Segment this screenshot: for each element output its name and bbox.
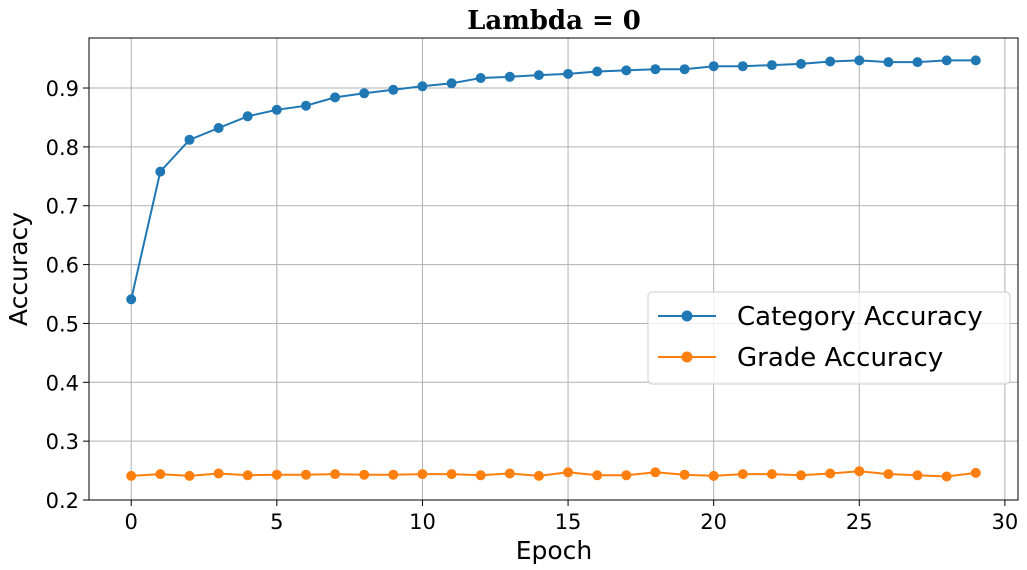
y-tick-label: 0.3 <box>46 430 79 454</box>
data-point-grade-accuracy <box>912 470 923 481</box>
data-point-grade-accuracy <box>126 470 137 481</box>
data-point-category-accuracy <box>912 57 923 68</box>
data-point-category-accuracy <box>388 84 399 95</box>
ticks: 0 5 10 15 20 25 30 0.2 0.3 0.4 0.5 0.6 0.7 0.8 0.9 <box>46 77 1019 534</box>
data-point-grade-accuracy <box>359 469 370 480</box>
x-tick-label: 20 <box>700 510 727 534</box>
data-point-category-accuracy <box>475 73 486 83</box>
data-point-grade-accuracy <box>184 470 195 481</box>
legend-marker-category <box>681 310 693 322</box>
x-axis-label: Epoch <box>516 536 593 565</box>
y-tick-label: 0.7 <box>46 195 79 219</box>
data-point-grade-accuracy <box>883 469 894 480</box>
data-point-category-accuracy <box>446 78 457 89</box>
data-point-category-accuracy <box>766 60 777 71</box>
data-point-grade-accuracy <box>854 466 865 477</box>
y-tick-label: 0.2 <box>46 489 79 513</box>
data-point-grade-accuracy <box>213 468 224 479</box>
data-point-category-accuracy <box>126 294 137 305</box>
data-point-grade-accuracy <box>708 470 719 481</box>
data-point-category-accuracy <box>737 61 748 72</box>
y-tick-label: 0.9 <box>46 77 79 101</box>
data-point-grade-accuracy <box>796 470 806 481</box>
legend-label-category: Category Accuracy <box>737 302 983 332</box>
data-point-category-accuracy <box>825 56 836 67</box>
x-tick-label: 5 <box>270 510 283 534</box>
x-tick-label: 0 <box>125 510 138 534</box>
y-tick-label: 0.6 <box>46 254 79 278</box>
data-point-category-accuracy <box>155 166 166 177</box>
x-tick-label: 15 <box>555 510 582 534</box>
data-point-category-accuracy <box>563 68 574 79</box>
plot-frame <box>88 37 1019 501</box>
legend: Category Accuracy Grade Accuracy <box>647 291 1011 385</box>
data-point-grade-accuracy <box>533 470 544 481</box>
data-point-category-accuracy <box>796 58 806 69</box>
data-point-grade-accuracy <box>417 469 428 480</box>
legend-label-grade: Grade Accuracy <box>737 343 943 373</box>
data-point-category-accuracy <box>621 65 632 76</box>
series-line-category-accuracy <box>130 59 976 300</box>
data-point-grade-accuracy <box>737 469 748 480</box>
data-point-grade-accuracy <box>504 468 515 479</box>
series-layer <box>126 55 981 482</box>
data-point-category-accuracy <box>417 81 428 92</box>
data-point-grade-accuracy <box>825 468 836 479</box>
legend-marker-grade <box>681 351 693 363</box>
data-point-grade-accuracy <box>766 469 777 480</box>
data-point-grade-accuracy <box>650 467 661 478</box>
data-point-category-accuracy <box>854 55 865 66</box>
data-point-grade-accuracy <box>330 469 341 480</box>
data-point-grade-accuracy <box>155 469 166 480</box>
data-point-grade-accuracy <box>563 467 574 478</box>
data-point-grade-accuracy <box>271 469 282 480</box>
data-point-category-accuracy <box>679 64 690 75</box>
legend-frame <box>647 291 1011 385</box>
data-point-category-accuracy <box>301 100 311 111</box>
data-point-grade-accuracy <box>592 470 603 481</box>
data-point-category-accuracy <box>184 134 195 145</box>
data-point-category-accuracy <box>708 61 719 72</box>
grid <box>89 38 1018 501</box>
data-point-category-accuracy <box>271 104 282 115</box>
y-axis-label: Accuracy <box>4 212 33 326</box>
data-point-category-accuracy <box>242 111 253 122</box>
data-point-grade-accuracy <box>621 470 632 481</box>
series-line-grade-accuracy <box>131 470 976 478</box>
x-tick-label: 25 <box>846 510 873 534</box>
y-tick-label: 0.8 <box>46 136 79 160</box>
data-point-category-accuracy <box>533 70 544 81</box>
data-point-grade-accuracy <box>388 469 399 480</box>
data-point-grade-accuracy <box>475 470 486 481</box>
data-point-grade-accuracy <box>242 470 253 481</box>
data-point-grade-accuracy <box>301 469 311 480</box>
data-point-grade-accuracy <box>679 469 690 480</box>
data-point-category-accuracy <box>650 64 661 75</box>
x-tick-label: 30 <box>992 510 1019 534</box>
chart-title: Lambda = 0 <box>467 6 641 36</box>
y-tick-label: 0.5 <box>46 312 79 336</box>
data-point-category-accuracy <box>970 55 981 66</box>
y-tick-label: 0.4 <box>46 371 79 395</box>
data-point-grade-accuracy <box>941 471 952 482</box>
data-point-category-accuracy <box>941 55 952 66</box>
data-point-grade-accuracy <box>446 469 457 480</box>
x-tick-label: 10 <box>409 510 436 534</box>
data-point-category-accuracy <box>504 71 515 82</box>
data-point-grade-accuracy <box>970 467 981 478</box>
data-point-category-accuracy <box>330 92 341 103</box>
data-point-category-accuracy <box>213 123 224 133</box>
data-point-category-accuracy <box>359 88 370 99</box>
data-point-category-accuracy <box>883 57 894 68</box>
data-point-category-accuracy <box>592 66 603 77</box>
